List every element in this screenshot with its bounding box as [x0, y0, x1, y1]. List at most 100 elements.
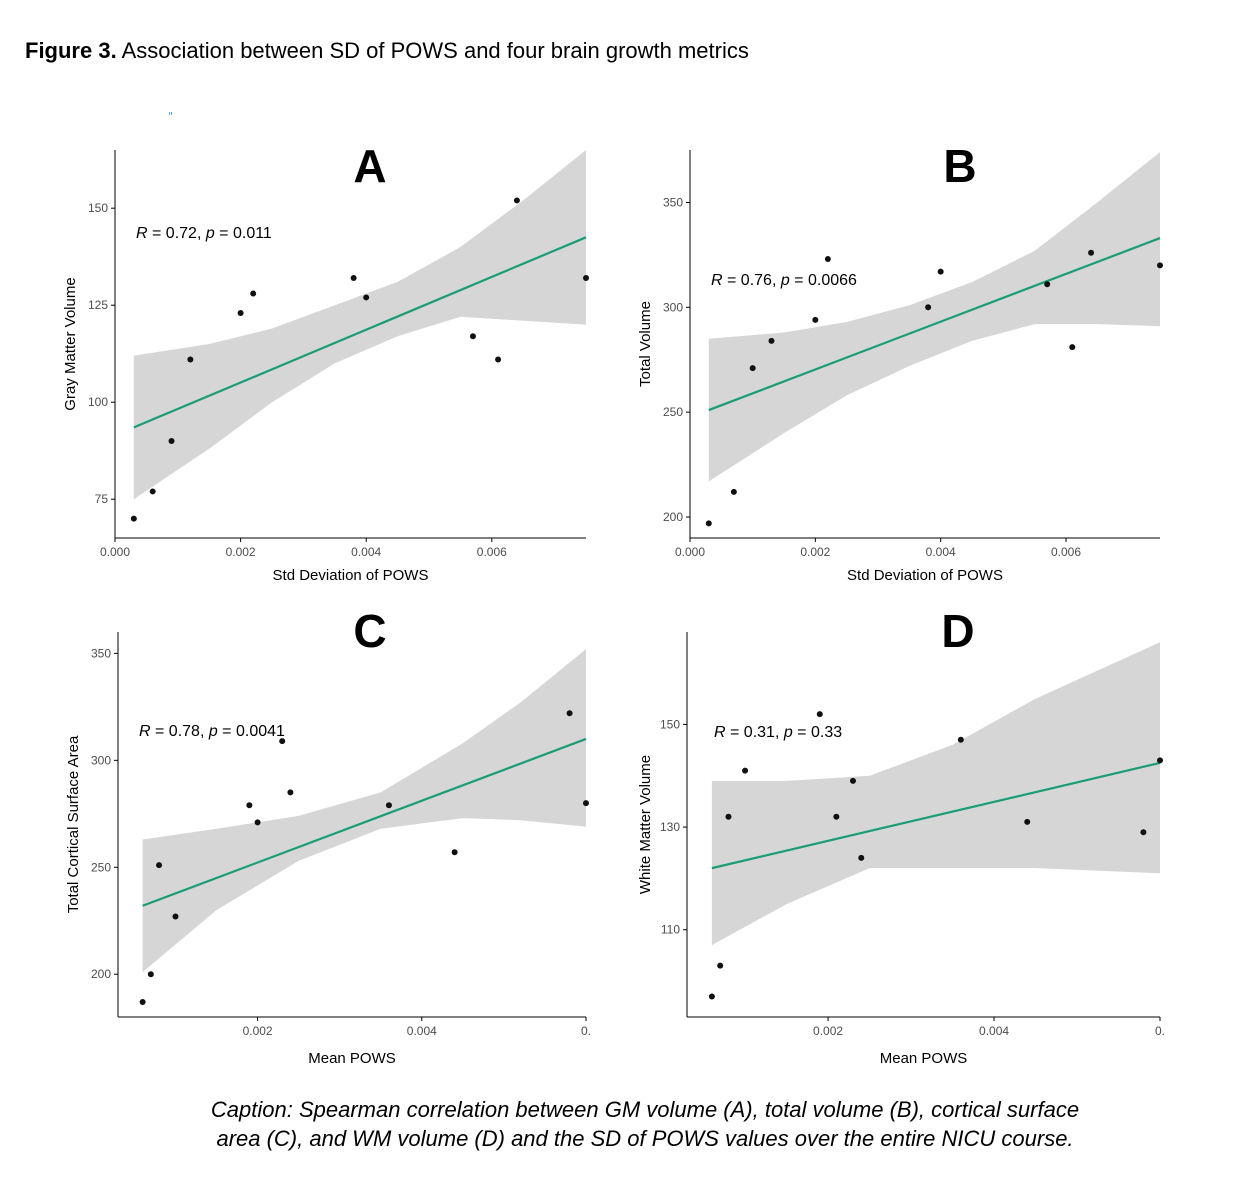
r-value: = 0.76, [723, 272, 781, 289]
panel-letter: A [353, 140, 386, 192]
chart-d: 110 130 150 0.002 0.004 0. Mean POWS White Matt… [637, 605, 1165, 1067]
y-tick-label: 350 [663, 195, 683, 209]
chart-b: 200 250 300 350 0.000 0.002 0.004 0.006 Std Devi… [637, 140, 1163, 584]
data-point [849, 777, 856, 784]
data-point [495, 356, 502, 363]
regression-line [142, 737, 587, 907]
data-point [816, 711, 823, 718]
x-axis-label: Mean POWS [880, 1050, 968, 1067]
caption-line-1: Caption: Spearman correlation between GM… [210, 1097, 1080, 1122]
data-point [937, 268, 944, 275]
data-point [451, 849, 458, 856]
y-tick-label: 150 [660, 717, 680, 731]
data-point [833, 813, 840, 820]
r-value: = 0.72, [148, 225, 206, 242]
y-axis-label: Total Volume [637, 301, 654, 387]
data-point [237, 309, 244, 316]
x-tick-label: 0.006 [1051, 545, 1081, 559]
y-tick-label: 200 [91, 967, 111, 981]
y-tick-label: 350 [91, 646, 111, 660]
y-tick-label: 300 [91, 753, 111, 767]
data-point [768, 337, 775, 344]
data-point [350, 275, 357, 282]
data-point [1044, 281, 1051, 288]
data-point [513, 197, 520, 204]
correlation-annotation: R = 0.31, p = 0.33 [714, 724, 842, 741]
data-point [139, 999, 146, 1006]
y-tick-label: 75 [95, 492, 109, 506]
figure-title: Figure 3. Association between SD of POWS… [25, 38, 749, 64]
panel-letter: B [943, 140, 976, 192]
panel-a: 75 100 125 150 0.000 0.002 0.004 0.006 Std Devia… [0, 140, 620, 600]
y-tick-label: 100 [88, 395, 108, 409]
data-point [156, 862, 163, 869]
data-point [168, 438, 175, 444]
confidence-band [142, 649, 586, 973]
data-point [1157, 262, 1163, 269]
data-point [147, 971, 154, 978]
chart-a: 75 100 125 150 0.000 0.002 0.004 0.006 Std Devia… [62, 140, 589, 584]
panel-b: 200 250 300 350 0.000 0.002 0.004 0.006 Std Devi… [620, 140, 1240, 600]
panel-c: 200 250 300 350 0.002 0.004 0. Mean POWS Total C… [0, 605, 620, 1075]
y-axis-label: Total Cortical Surface Area [65, 735, 82, 913]
data-point [149, 488, 156, 495]
data-point [1024, 818, 1031, 825]
data-point [279, 738, 286, 745]
x-axis-label: Mean POWS [308, 1050, 396, 1067]
data-point [708, 993, 715, 1000]
data-point [469, 333, 476, 340]
x-tick-label: 0.002 [800, 545, 830, 559]
data-point [957, 736, 964, 743]
data-point [858, 854, 865, 861]
data-point [363, 294, 370, 301]
caption-line-2: area (C), and WM volume (D) and the SD o… [216, 1126, 1074, 1151]
y-axis-label: White Matter Volume [637, 755, 654, 894]
x-tick-label: 0.006 [477, 545, 507, 559]
data-point [287, 789, 294, 796]
data-point [730, 488, 737, 495]
correlation-annotation: R = 0.78, p = 0.0041 [139, 723, 285, 740]
stray-mark: " [168, 110, 174, 123]
data-point [742, 767, 749, 774]
x-tick-label: 0. [1155, 1024, 1165, 1038]
y-tick-label: 110 [661, 923, 680, 937]
data-point [1140, 829, 1147, 836]
correlation-annotation: R = 0.72, p = 0.011 [136, 225, 272, 242]
y-tick-label: 150 [88, 201, 108, 215]
confidence-band [133, 150, 587, 500]
r-value: = 0.78, [151, 723, 209, 740]
figure-caption: Caption: Spearman correlation between GM… [120, 1095, 1170, 1153]
regression-line [133, 236, 587, 429]
confidence-band [711, 642, 1160, 946]
confidence-band [708, 152, 1160, 482]
r-symbol: R [714, 724, 726, 741]
r-value: = 0.31, [726, 724, 784, 741]
data-point [749, 365, 756, 372]
x-tick-label: 0.004 [926, 545, 956, 559]
data-point [187, 356, 194, 363]
p-value: = 0.33 [793, 724, 842, 741]
x-tick-label: 0.000 [675, 545, 705, 559]
y-tick-label: 250 [91, 860, 111, 874]
data-point [250, 290, 257, 297]
data-point [583, 800, 589, 807]
x-tick-label: 0.004 [351, 545, 381, 559]
data-point [583, 275, 589, 282]
panel-d: 110 130 150 0.002 0.004 0. Mean POWS White Matt… [620, 605, 1240, 1075]
data-point [254, 819, 261, 826]
data-point [1069, 344, 1076, 351]
data-point [705, 520, 712, 527]
y-tick-label: 200 [663, 510, 683, 524]
x-tick-label: 0.002 [226, 545, 256, 559]
figure-title-bold: Figure 3. [25, 38, 117, 63]
p-value: = 0.0041 [218, 723, 285, 740]
data-point [385, 802, 392, 809]
y-tick-label: 125 [88, 298, 108, 312]
x-tick-label: 0. [581, 1024, 591, 1038]
data-point [1157, 757, 1163, 764]
data-point [824, 256, 831, 263]
y-axis-label: Gray Matter Volume [62, 277, 79, 410]
x-axis-label: Std Deviation of POWS [273, 567, 429, 584]
x-tick-label: 0.004 [979, 1024, 1009, 1038]
p-value: = 0.0066 [790, 272, 857, 289]
